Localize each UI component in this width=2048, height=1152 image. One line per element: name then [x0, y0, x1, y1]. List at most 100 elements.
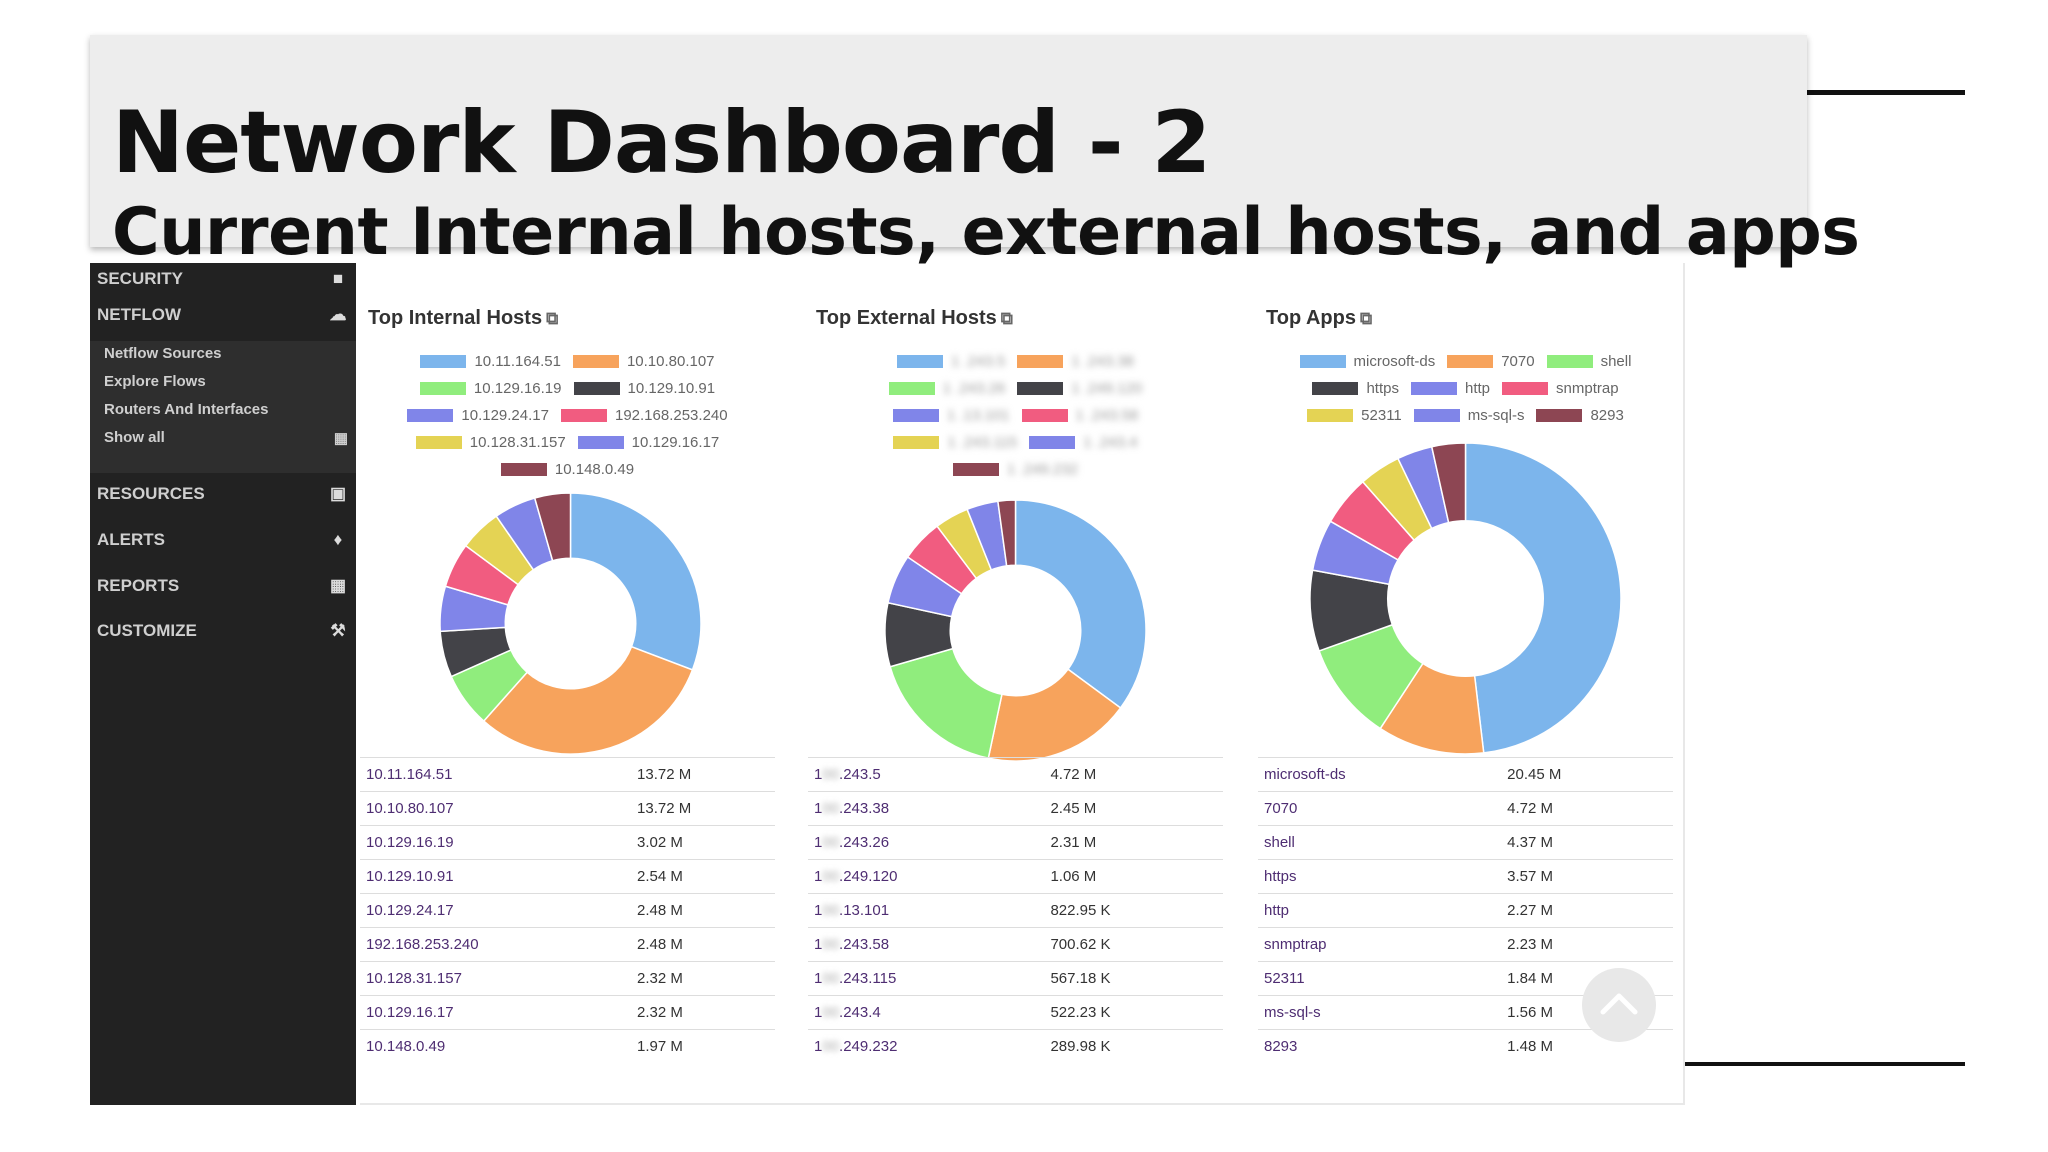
donut-slice[interactable]	[997, 499, 1017, 567]
donut-slice[interactable]	[1014, 499, 1147, 709]
table-row[interactable]: 10.128.31.157 2.32 M	[360, 961, 775, 996]
row-name[interactable]: 10.129.10.91	[360, 859, 632, 894]
legend-item[interactable]: 1 .249.232	[953, 459, 1078, 480]
donut-slice[interactable]	[569, 492, 702, 671]
legend-item[interactable]: 1 .243.4	[1029, 432, 1138, 453]
row-name[interactable]: ms-sql-s	[1258, 995, 1502, 1030]
row-name[interactable]: 10.129.24.17	[360, 893, 632, 928]
row-name[interactable]: 100.13.101	[808, 893, 1045, 928]
table-row[interactable]: snmptrap 2.23 M	[1258, 927, 1673, 962]
row-name[interactable]: snmptrap	[1258, 927, 1502, 962]
external-link-icon[interactable]: ⧉	[1000, 309, 1013, 328]
panel-title[interactable]: Top Apps ⧉	[1266, 307, 1372, 330]
row-name[interactable]: 100.243.58	[808, 927, 1045, 962]
table-row[interactable]: 10.129.16.19 3.02 M	[360, 825, 775, 860]
donut-slice[interactable]	[482, 645, 694, 755]
legend-item[interactable]: 10.129.16.19	[419, 378, 562, 399]
row-name[interactable]: 100.243.26	[808, 825, 1045, 860]
table-row[interactable]: 100.249.120 1.06 M	[808, 859, 1223, 894]
sidebar-item-netflow[interactable]: NETFLOW ☁	[97, 297, 348, 333]
submenu-item-show-all[interactable]: Show all ▦	[104, 429, 348, 457]
donut-slice[interactable]	[533, 492, 572, 562]
row-name[interactable]: https	[1258, 859, 1502, 894]
table-row[interactable]: 100.243.4 522.23 K	[808, 995, 1223, 1030]
row-name[interactable]: 8293	[1258, 1029, 1502, 1063]
legend-item[interactable]: 192.168.253.240	[560, 405, 728, 426]
row-name[interactable]: 100.243.38	[808, 791, 1045, 826]
table-row[interactable]: 8293 1.48 M	[1258, 1029, 1673, 1063]
table-row[interactable]: 100.243.58 700.62 K	[808, 927, 1223, 962]
table-row[interactable]: 192.168.253.240 2.48 M	[360, 927, 775, 962]
row-name[interactable]: 100.249.232	[808, 1029, 1045, 1063]
legend-item[interactable]: 10.129.10.91	[573, 378, 715, 399]
legend-item[interactable]: 1 .243.115	[893, 432, 1017, 453]
legend-item[interactable]: 10.129.16.17	[577, 432, 719, 453]
legend-item[interactable]: 52311	[1307, 405, 1402, 426]
sidebar-item-reports[interactable]: REPORTS ▦	[97, 568, 348, 604]
submenu-item-netflow-sources[interactable]: Netflow Sources	[104, 345, 348, 373]
row-name[interactable]: 10.148.0.49	[360, 1029, 632, 1063]
panel-title[interactable]: Top External Hosts ⧉	[816, 307, 1013, 330]
row-name[interactable]: 10.129.16.17	[360, 995, 632, 1030]
legend-item[interactable]: microsoft-ds	[1299, 351, 1435, 372]
row-name[interactable]: 10.10.80.107	[360, 791, 632, 826]
table-row[interactable]: shell 4.37 M	[1258, 825, 1673, 860]
table-row[interactable]: 7070 4.72 M	[1258, 791, 1673, 826]
table-row[interactable]: 10.10.80.107 13.72 M	[360, 791, 775, 826]
legend-item[interactable]: 7070	[1447, 351, 1535, 372]
row-name[interactable]: http	[1258, 893, 1502, 928]
row-name[interactable]: 100.249.120	[808, 859, 1045, 894]
external-link-icon[interactable]: ⧉	[1359, 309, 1373, 328]
row-name[interactable]: 100.243.115	[808, 961, 1045, 996]
legend-item[interactable]: 10.129.24.17	[407, 405, 549, 426]
panel-title[interactable]: Top Internal Hosts ⧉	[368, 307, 558, 330]
row-name[interactable]: 10.129.16.19	[360, 825, 632, 860]
legend-item[interactable]: shell	[1546, 351, 1631, 372]
sidebar-item-alerts[interactable]: ALERTS ♦	[97, 522, 348, 558]
legend-item[interactable]: http	[1410, 378, 1490, 399]
donut-slice[interactable]	[1430, 442, 1467, 524]
sidebar-item-customize[interactable]: CUSTOMIZE ⚒	[97, 613, 348, 649]
table-row[interactable]: http 2.27 M	[1258, 893, 1673, 928]
external-link-icon[interactable]: ⧉	[546, 309, 559, 328]
donut-slice[interactable]	[1464, 442, 1622, 754]
legend-item[interactable]: 1 .13.101	[892, 405, 1010, 426]
table-row[interactable]: 100.243.38 2.45 M	[808, 791, 1223, 826]
submenu-item-explore-flows[interactable]: Explore Flows	[104, 373, 348, 401]
table-row[interactable]: 100.243.26 2.31 M	[808, 825, 1223, 860]
legend-item[interactable]: 10.148.0.49	[500, 459, 634, 480]
table-row[interactable]: 100.249.232 289.98 K	[808, 1029, 1223, 1063]
table-row[interactable]: 100.243.5 4.72 M	[808, 757, 1223, 792]
table-row[interactable]: microsoft-ds 20.45 M	[1258, 757, 1673, 792]
row-name[interactable]: 52311	[1258, 961, 1502, 996]
donut-slice[interactable]	[889, 647, 1003, 760]
row-name[interactable]: 100.243.5	[808, 757, 1045, 792]
legend-item[interactable]: 1 .243.26	[888, 378, 1005, 399]
legend-item[interactable]: 10.10.80.107	[572, 351, 715, 372]
table-row[interactable]: 100.13.101 822.95 K	[808, 893, 1223, 928]
table-row[interactable]: 100.243.115 567.18 K	[808, 961, 1223, 996]
table-row[interactable]: 10.148.0.49 1.97 M	[360, 1029, 775, 1063]
table-row[interactable]: https 3.57 M	[1258, 859, 1673, 894]
table-row[interactable]: 52311 1.84 M	[1258, 961, 1673, 996]
table-row[interactable]: 10.11.164.51 13.72 M	[360, 757, 775, 792]
table-row[interactable]: 10.129.10.91 2.54 M	[360, 859, 775, 894]
row-name[interactable]: 192.168.253.240	[360, 927, 632, 962]
legend-item[interactable]: 1 .243.5	[897, 351, 1005, 372]
row-name[interactable]: 100.243.4	[808, 995, 1045, 1030]
legend-item[interactable]: snmptrap	[1502, 378, 1619, 399]
legend-item[interactable]: 1 .243.58	[1021, 405, 1138, 426]
legend-item[interactable]: ms-sql-s	[1413, 405, 1524, 426]
submenu-item-routers-interfaces[interactable]: Routers And Interfaces	[104, 401, 348, 429]
sidebar-item-resources[interactable]: RESOURCES ▣	[97, 476, 348, 512]
legend-item[interactable]: https	[1312, 378, 1399, 399]
legend-item[interactable]: 10.11.164.51	[420, 351, 561, 372]
row-name[interactable]: microsoft-ds	[1258, 757, 1502, 792]
table-row[interactable]: 10.129.24.17 2.48 M	[360, 893, 775, 928]
sidebar-item-security[interactable]: SECURITY ■	[97, 263, 348, 297]
legend-item[interactable]: 1 .243.38	[1017, 351, 1134, 372]
legend-item[interactable]: 1 .249.120	[1017, 378, 1142, 399]
scroll-to-top-button[interactable]	[1582, 968, 1656, 1042]
table-row[interactable]: 10.129.16.17 2.32 M	[360, 995, 775, 1030]
row-name[interactable]: 10.128.31.157	[360, 961, 632, 996]
